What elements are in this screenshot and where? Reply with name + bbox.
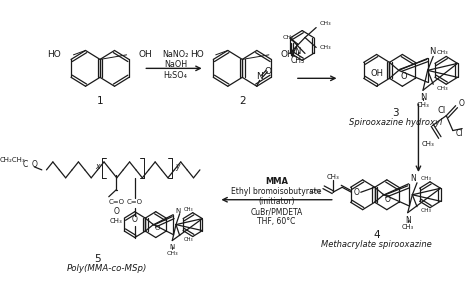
Text: O: O [264, 67, 272, 76]
Text: O: O [385, 195, 391, 204]
Text: OH: OH [139, 50, 153, 59]
Text: x: x [95, 162, 100, 171]
Text: CH₂: CH₂ [283, 34, 294, 40]
Text: CH₃: CH₃ [421, 176, 432, 181]
Text: C: C [23, 160, 28, 169]
Text: Methacrylate spirooxazine: Methacrylate spirooxazine [321, 240, 432, 249]
Text: 1: 1 [97, 96, 103, 106]
Text: N: N [175, 208, 180, 214]
Text: N: N [294, 47, 301, 56]
Text: (initiator): (initiator) [258, 197, 295, 206]
Text: NaOH: NaOH [164, 60, 187, 69]
Text: 3: 3 [392, 108, 399, 118]
Text: O: O [113, 207, 119, 216]
Text: C=O: C=O [108, 199, 124, 205]
Text: Cl: Cl [456, 129, 463, 138]
Text: NaNO₂: NaNO₂ [162, 50, 189, 59]
Text: CH₃: CH₃ [417, 102, 429, 108]
Text: Cl: Cl [437, 106, 445, 115]
Text: CH₂CH₃: CH₂CH₃ [0, 157, 25, 163]
Text: HO: HO [47, 50, 61, 59]
Text: O: O [353, 188, 359, 197]
Text: Ethyl bromoisobutyrate: Ethyl bromoisobutyrate [231, 187, 322, 196]
Text: CH₂: CH₂ [309, 189, 321, 194]
Text: CH₃: CH₃ [110, 218, 123, 224]
Text: N: N [410, 174, 416, 183]
Text: CuBr/PMDETA: CuBr/PMDETA [250, 207, 303, 216]
Text: CH₃: CH₃ [421, 141, 434, 147]
Text: CH₃: CH₃ [401, 224, 414, 230]
Text: N: N [170, 243, 175, 249]
Text: CH₃: CH₃ [327, 174, 339, 180]
Text: CH₃: CH₃ [291, 56, 305, 65]
Text: 4: 4 [374, 230, 380, 240]
Text: CH₃: CH₃ [320, 45, 331, 50]
Text: O: O [458, 99, 465, 108]
Text: CH₃: CH₃ [183, 207, 193, 212]
Text: CH₃: CH₃ [166, 251, 178, 257]
Text: y: y [175, 162, 179, 171]
Text: N: N [405, 216, 410, 225]
Text: 2: 2 [239, 96, 246, 106]
Text: CH₃: CH₃ [437, 86, 448, 91]
Text: MMA: MMA [265, 177, 288, 186]
Text: N: N [420, 93, 426, 102]
Text: CH₃: CH₃ [421, 208, 432, 213]
Text: N: N [256, 72, 263, 81]
Text: Poly(MMA-co-MSp): Poly(MMA-co-MSp) [67, 264, 147, 274]
Text: O: O [132, 215, 138, 224]
Text: O: O [155, 225, 160, 231]
Text: N: N [429, 47, 436, 57]
Text: CH₃: CH₃ [183, 237, 193, 242]
Text: 5: 5 [94, 255, 101, 264]
Text: Spirooxazine hydroxyl: Spirooxazine hydroxyl [348, 118, 442, 127]
Text: OH: OH [281, 50, 295, 59]
Text: OH: OH [370, 69, 383, 78]
Text: O: O [31, 160, 37, 169]
Text: O: O [401, 72, 407, 81]
Text: H₂SO₄: H₂SO₄ [164, 71, 187, 80]
Text: THF, 60°C: THF, 60°C [257, 217, 296, 226]
Text: C=O: C=O [127, 199, 143, 205]
Text: CH₃: CH₃ [320, 21, 331, 26]
Text: CH₃: CH₃ [437, 50, 448, 55]
Text: HO: HO [190, 50, 204, 59]
